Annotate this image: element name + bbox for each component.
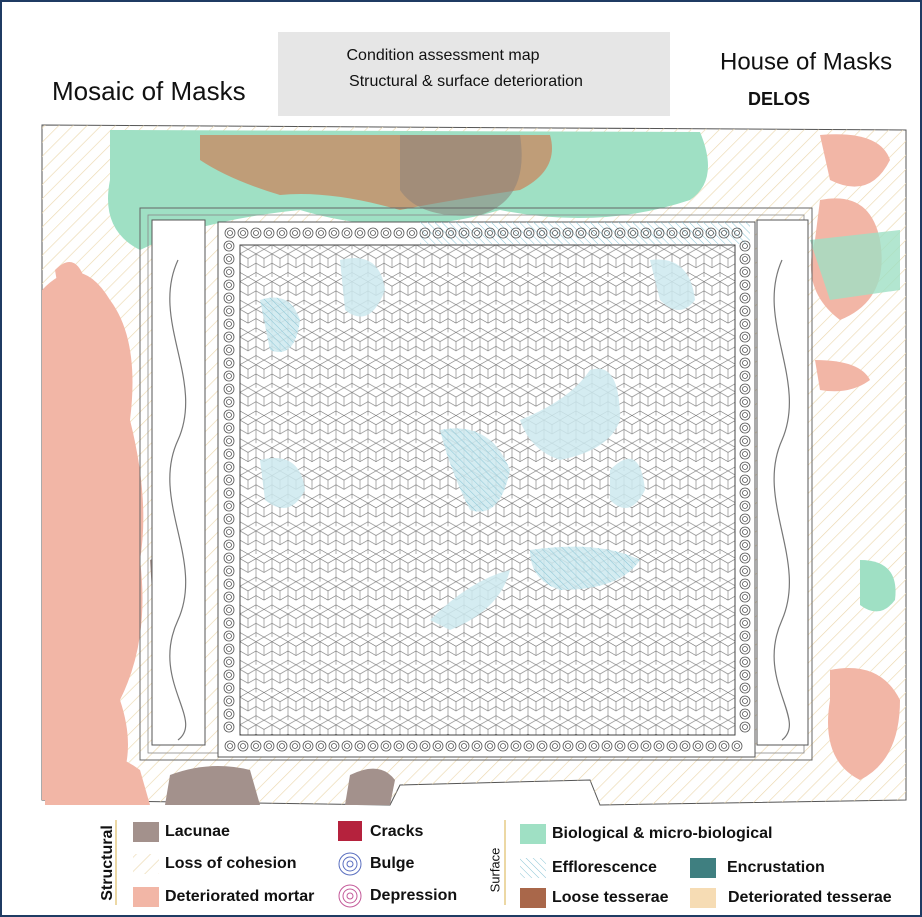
page: Condition assessment map Structural & su… — [0, 0, 922, 917]
swatch — [133, 887, 159, 907]
swatch — [520, 824, 546, 844]
legend-item: Deteriorated tesserae — [728, 889, 892, 906]
legend: Structural Lacunae Loss of cohesion Dete… — [99, 820, 892, 908]
legend-item: Loss of cohesion — [165, 855, 297, 872]
mosaic-map — [42, 125, 906, 805]
swatch — [520, 858, 546, 878]
legend-item: Cracks — [370, 823, 423, 840]
swatch — [520, 888, 546, 908]
swatch — [690, 858, 716, 878]
swatch — [133, 854, 159, 874]
legend-group: Surface — [487, 848, 502, 893]
swatch — [338, 821, 362, 841]
legend-item: Bulge — [370, 855, 415, 872]
left-title: Mosaic of Masks — [52, 76, 246, 106]
legend-item: Lacunae — [165, 823, 230, 840]
header-line: Structural & surface deterioration — [349, 73, 583, 90]
swatch — [339, 885, 361, 907]
swatch — [133, 822, 159, 842]
legend-item: Biological & micro-biological — [552, 825, 772, 842]
legend-item: Deteriorated mortar — [165, 888, 314, 905]
right-title: House of Masks — [720, 48, 892, 75]
header-line: Condition assessment map — [347, 47, 540, 64]
swatch — [339, 853, 361, 875]
legend-group: Structural — [99, 825, 116, 901]
swatch — [690, 888, 716, 908]
condition-map: Condition assessment map Structural & su… — [0, 0, 922, 917]
legend-item: Encrustation — [727, 859, 825, 876]
right-subtitle: DELOS — [748, 89, 810, 109]
legend-item: Efflorescence — [552, 859, 657, 876]
legend-item: Depression — [370, 887, 457, 904]
legend-item: Loose tesserae — [552, 889, 669, 906]
